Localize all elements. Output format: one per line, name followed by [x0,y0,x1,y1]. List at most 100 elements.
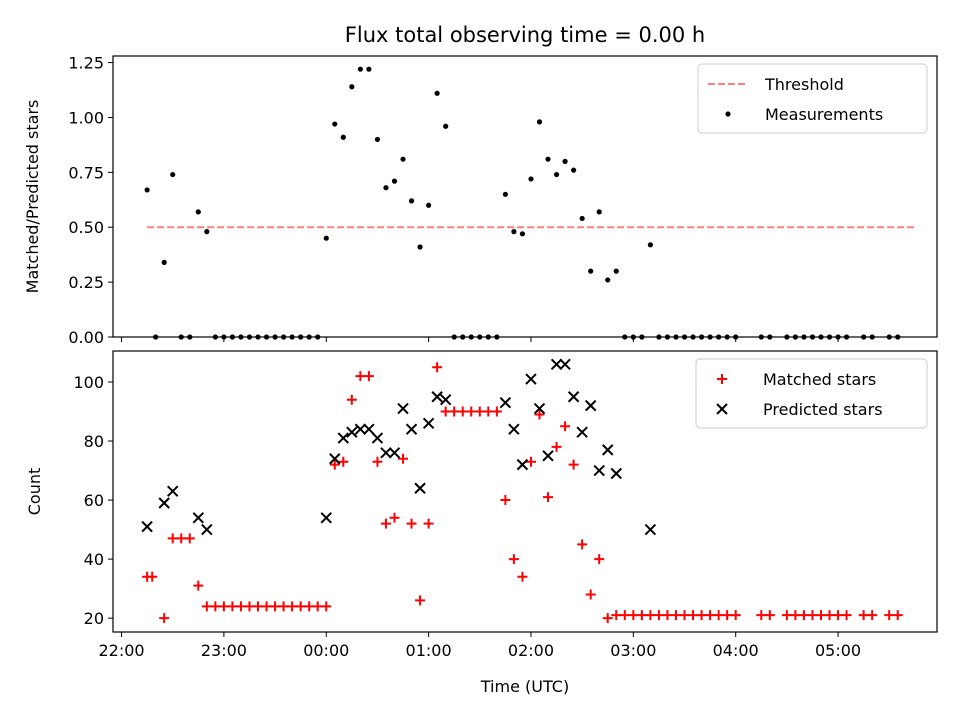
measurement-point [426,202,432,208]
matched-star-marker [244,601,255,612]
measurement-point [383,185,389,191]
measurement-point [408,198,415,204]
matched-star-marker [389,512,400,523]
matched-star-marker [619,610,630,621]
predicted-star-marker [167,485,179,497]
x-tick-label: 00:00 [303,641,349,660]
predicted-star-marker [602,444,614,456]
matched-star-marker [653,610,664,621]
matched-star-marker [594,554,605,565]
matched-star-marker [295,601,306,612]
matched-star-marker [705,610,716,621]
predicted-star-marker [567,391,580,403]
legend: Threshold Measurements [697,63,928,134]
matched-star-marker [551,441,562,452]
measurement-point [553,171,560,178]
measurement-point [340,134,346,140]
measurement-point [332,121,338,127]
matched-star-marker [432,362,443,373]
measurement-point [443,123,449,129]
y-tick-label: 40 [84,550,104,569]
matched-star-marker [841,610,852,621]
predicted-star-marker [576,426,588,438]
matched-star-marker [602,613,613,624]
matched-star-marker [858,610,869,621]
matched-star-marker [457,406,468,417]
y-axis-label: Count [25,468,44,516]
x-axis-label: Time (UTC) [480,677,569,696]
bottom-panel-counts: 20 40 60 80 100 22:00 23:00 00:00 01:00 02:00 03:0… [25,350,938,696]
measurement-point [417,244,423,250]
matched-star-marker [184,533,195,544]
matched-star-marker [662,610,673,621]
matched-star-marker [423,518,434,529]
matched-star-marker [176,533,187,544]
matched-star-marker [500,495,511,506]
measurement-point [366,66,372,72]
figure-title: Flux total observing time = 0.00 h [345,23,705,47]
legend-label: Measurements [765,105,883,124]
measurement-point [596,209,602,215]
matched-star-marker [756,610,767,621]
measurement-point [204,229,210,235]
predicted-star-marker [388,447,401,459]
predicted-star-marker [380,447,392,459]
y-tick-label: 100 [73,373,104,392]
y-tick-label: 0.75 [68,163,104,182]
measurement-point [400,156,406,162]
predicted-star-marker [508,423,520,435]
predicted-star-marker [584,399,597,412]
measurement-point [434,90,440,96]
predicted-star-marker [439,393,452,406]
x-tick-label: 01:00 [406,641,452,660]
matched-star-marker [713,610,724,621]
x-tick-label: 04:00 [713,641,759,660]
legend-box [697,63,928,134]
y-tick-label: 80 [84,432,104,451]
x-tick-label: 23:00 [201,641,247,660]
matched-star-marker [398,453,409,464]
predicted-star-marker [371,432,384,444]
matched-star-marker [338,456,349,467]
measurement-point [391,178,398,184]
matched-star-marker [253,601,264,612]
measurement-point [170,171,176,178]
measurement-point [545,156,551,162]
matched-star-marker [201,601,212,612]
x-tick-label: 03:00 [610,641,656,660]
matched-star-marker [483,406,494,417]
matched-star-marker [645,610,656,621]
predicted-star-marker [158,497,170,509]
matched-star-marker [568,459,579,470]
y-axis-label: Matched/Predicted stars [23,100,42,294]
measurement-point [161,259,167,265]
measurement-point [605,277,611,283]
matched-star-marker [807,610,818,621]
y-tick-label: 60 [84,491,104,510]
predicted-star-marker [201,523,213,536]
matched-star-marker [722,610,733,621]
measurement-point [144,187,150,193]
matched-star-marker [278,601,289,612]
predicted-star-marker [533,402,546,415]
matched-star-marker [798,610,809,621]
matched-star-marker [167,533,178,544]
measurement-point [647,242,653,248]
measurement-point [613,268,619,274]
matched-star-marker [884,610,895,621]
matched-star-marker [355,371,366,382]
matched-star-marker [415,595,426,606]
measurement-point [374,136,381,143]
measurement-point [511,229,517,235]
predicted-star-marker [363,423,375,435]
matched-star-marker [159,613,170,624]
predicted-star-marker [414,482,426,494]
predicted-star-marker [542,450,554,462]
predicted-star-marker [593,464,605,477]
predicted-star-marker [525,373,537,385]
legend-label: Threshold [764,75,844,94]
matched-star-marker [193,580,204,591]
matched-star-marker [363,371,374,382]
measurement-point [562,158,568,164]
predicted-star-marker [516,458,529,471]
